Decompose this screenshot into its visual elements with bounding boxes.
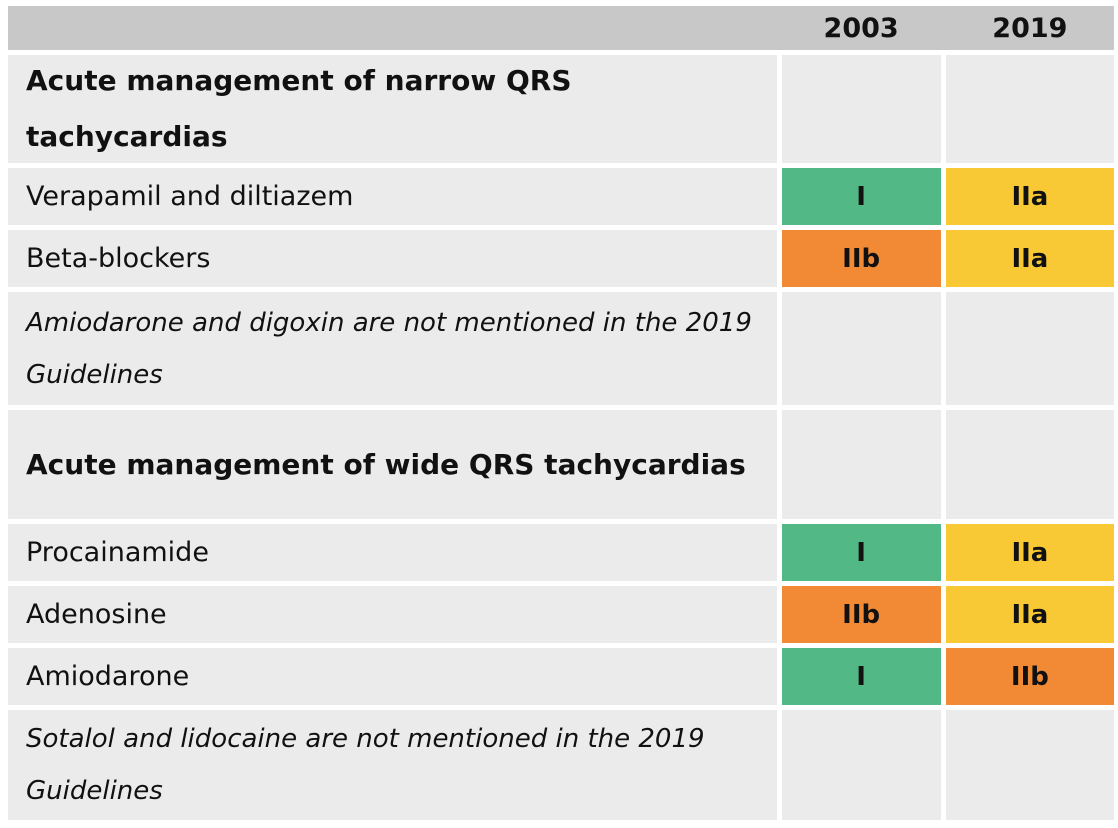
cell-2003-empty (781, 710, 941, 820)
cell-2019-empty (945, 710, 1114, 820)
class-2019-badge: IIa (945, 230, 1114, 287)
table-row: Procainamide I IIa (8, 524, 1114, 581)
drug-label: Amiodarone (8, 648, 777, 705)
table-row: Verapamil and diltiazem I IIa (8, 168, 1114, 225)
drug-label: Adenosine (8, 586, 777, 643)
table-header: 2003 2019 (8, 6, 1114, 50)
table-row: Beta-blockers IIb IIa (8, 230, 1114, 287)
note-row: Amiodarone and digoxin are not mentioned… (8, 292, 1114, 405)
table-row: Amiodarone I IIb (8, 648, 1114, 705)
header-2019: 2019 (992, 12, 1068, 44)
drug-label: Beta-blockers (8, 230, 777, 287)
cell-2019-empty (945, 410, 1114, 519)
section-title: Acute management of narrow QRS tachycard… (8, 55, 777, 163)
class-2003-badge: I (781, 524, 941, 581)
cell-2019-empty (945, 292, 1114, 405)
header-2003: 2003 (823, 12, 899, 44)
section-row-narrow: Acute management of narrow QRS tachycard… (8, 55, 1114, 163)
class-2003-badge: I (781, 648, 941, 705)
recommendation-table: 2003 2019 Acute management of narrow QRS… (8, 6, 1114, 820)
class-2019-badge: IIa (945, 168, 1114, 225)
drug-label: Verapamil and diltiazem (8, 168, 777, 225)
note-text: Sotalol and lidocaine are not mentioned … (8, 710, 777, 820)
cell-2003-empty (781, 292, 941, 405)
class-2019-badge: IIb (945, 648, 1114, 705)
table-row: Adenosine IIb IIa (8, 586, 1114, 643)
section-row-wide: Acute management of wide QRS tachycardia… (8, 410, 1114, 519)
note-row: Sotalol and lidocaine are not mentioned … (8, 710, 1114, 820)
note-text: Amiodarone and digoxin are not mentioned… (8, 292, 777, 405)
class-2003-badge: I (781, 168, 941, 225)
class-2003-badge: IIb (781, 586, 941, 643)
class-2019-badge: IIa (945, 586, 1114, 643)
cell-2019-empty (945, 55, 1114, 163)
cell-2003-empty (781, 410, 941, 519)
class-2003-badge: IIb (781, 230, 941, 287)
header-spacer (8, 6, 777, 50)
section-title: Acute management of wide QRS tachycardia… (8, 410, 777, 519)
drug-label: Procainamide (8, 524, 777, 581)
class-2019-badge: IIa (945, 524, 1114, 581)
cell-2003-empty (781, 55, 941, 163)
